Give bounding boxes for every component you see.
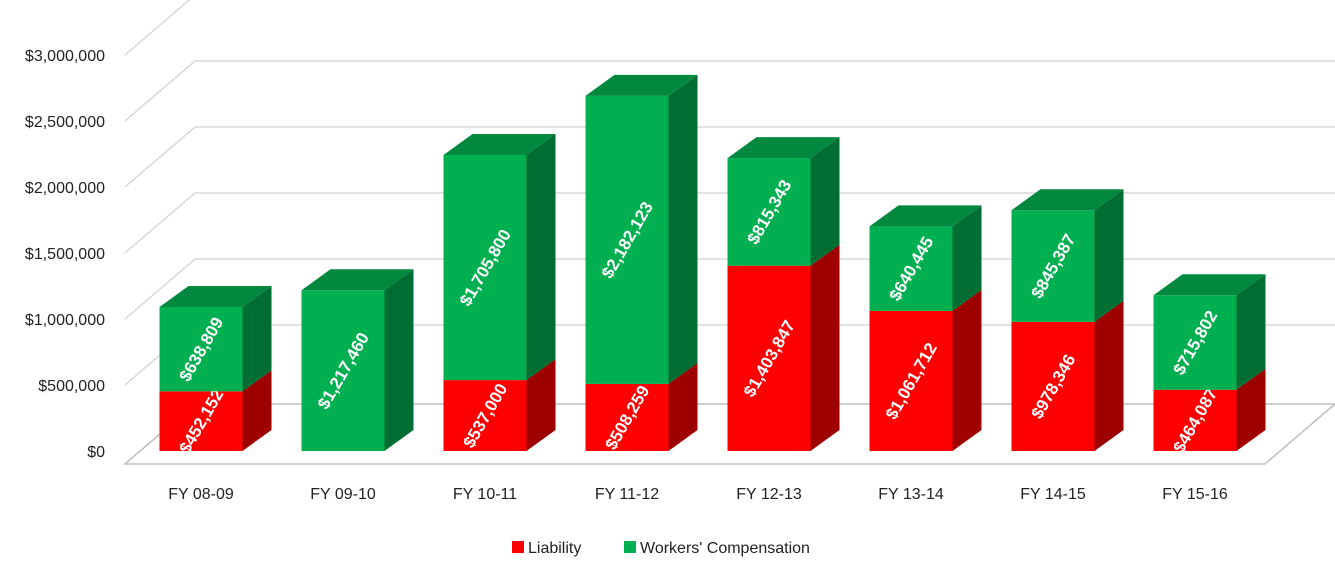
bar-workers-compensation-fy-15-16-top [1153,274,1266,296]
bar-workers-compensation-fy-12-13-top [727,137,840,159]
bar-workers-compensation-fy-10-11-side [526,133,556,381]
bar-workers-compensation-fy-11-12 [585,95,669,384]
bar-workers-compensation-fy-09-10-top [301,269,414,291]
x-tick-label: FY 09-10 [310,486,376,503]
bar-workers-compensation-fy-10-11 [443,154,527,381]
bar-liability-fy-11-12-side [668,362,698,451]
bar-liability-fy-15-16-side [1236,368,1266,451]
bar-workers-compensation-fy-14-15-side [1094,189,1124,322]
bar-liability-fy-15-16 [1153,389,1237,451]
bar-workers-compensation-fy-10-11-top [443,133,556,155]
legend-label-liability: Liability [528,540,581,557]
bar-liability-fy-11-12 [585,383,669,451]
bar-workers-compensation-fy-09-10-side [384,269,414,451]
bar-workers-compensation-fy-12-13 [727,158,811,266]
bar-workers-compensation-fy-15-16-side [1236,274,1266,390]
y-tick-label: $1,500,000 [25,246,105,263]
y-tick-label: $3,000,000 [25,48,105,65]
x-tick-label: FY 15-16 [1162,486,1228,503]
bar-liability-fy-13-14-side [952,289,982,451]
gridline [124,60,1335,122]
bar-workers-compensation-fy-13-14-top [869,205,982,227]
bar-workers-compensation-fy-13-14 [869,226,953,311]
bar-liability-fy-08-09-side [242,370,272,451]
legend-swatch-liability [512,541,524,553]
bar-workers-compensation-fy-11-12-top [585,74,698,96]
bar-workers-compensation-fy-12-13-side [810,137,840,266]
bar-liability-fy-12-13-side [810,244,840,451]
bar-liability-fy-12-13 [727,265,811,451]
bar-liability-fy-14-15 [1011,321,1095,451]
bar-liability-fy-13-14 [869,310,953,451]
x-tick-label: FY 08-09 [168,486,234,503]
y-tick-label: $2,000,000 [25,180,105,197]
bar-liability-fy-14-15-side [1094,300,1124,451]
bar-workers-compensation-fy-08-09 [159,306,243,392]
bar-liability-fy-08-09 [159,391,243,451]
x-tick-label: FY 14-15 [1020,486,1086,503]
legend-label-workers-compensation: Workers' Compensation [640,540,810,557]
y-tick-label: $500,000 [38,378,105,395]
bar-liability-fy-10-11 [443,380,527,451]
bar-workers-compensation-fy-09-10 [301,290,385,451]
bar-workers-compensation-fy-08-09-top [159,285,272,307]
gridline [124,126,1335,188]
x-axis: FY 08-09 FY 09-10 FY 10-11 FY 11-12 FY 12-13… [168,486,1228,503]
bar-workers-compensation-fy-13-14-side [952,205,982,311]
y-tick-label: $0 [87,444,105,461]
bar-workers-compensation-fy-14-15-top [1011,189,1124,211]
gridline [124,0,191,56]
bar-workers-compensation-fy-15-16 [1153,295,1237,390]
legend: Liability Workers' Compensation [512,540,810,557]
gridline [124,192,1335,254]
bars: $452,152$638,809 $1,217,460$537,000$1,705… [159,74,1266,457]
bar-workers-compensation-fy-11-12-side [668,74,698,384]
y-tick-label: $1,000,000 [25,312,105,329]
y-tick-label: $2,500,000 [25,114,105,131]
legend-swatch-workers-compensation [624,541,636,553]
bar-workers-compensation-fy-08-09-side [242,285,272,392]
bar-liability-fy-10-11-side [526,359,556,451]
x-tick-label: FY 13-14 [878,486,944,503]
bar-workers-compensation-fy-14-15 [1011,210,1095,322]
y-axis: $0 $500,000 $1,000,000 $1,500,000 $2,000,000… [25,48,105,461]
x-tick-label: FY 11-12 [595,486,659,503]
x-tick-label: FY 10-11 [453,486,517,503]
x-tick-label: FY 12-13 [736,486,802,503]
